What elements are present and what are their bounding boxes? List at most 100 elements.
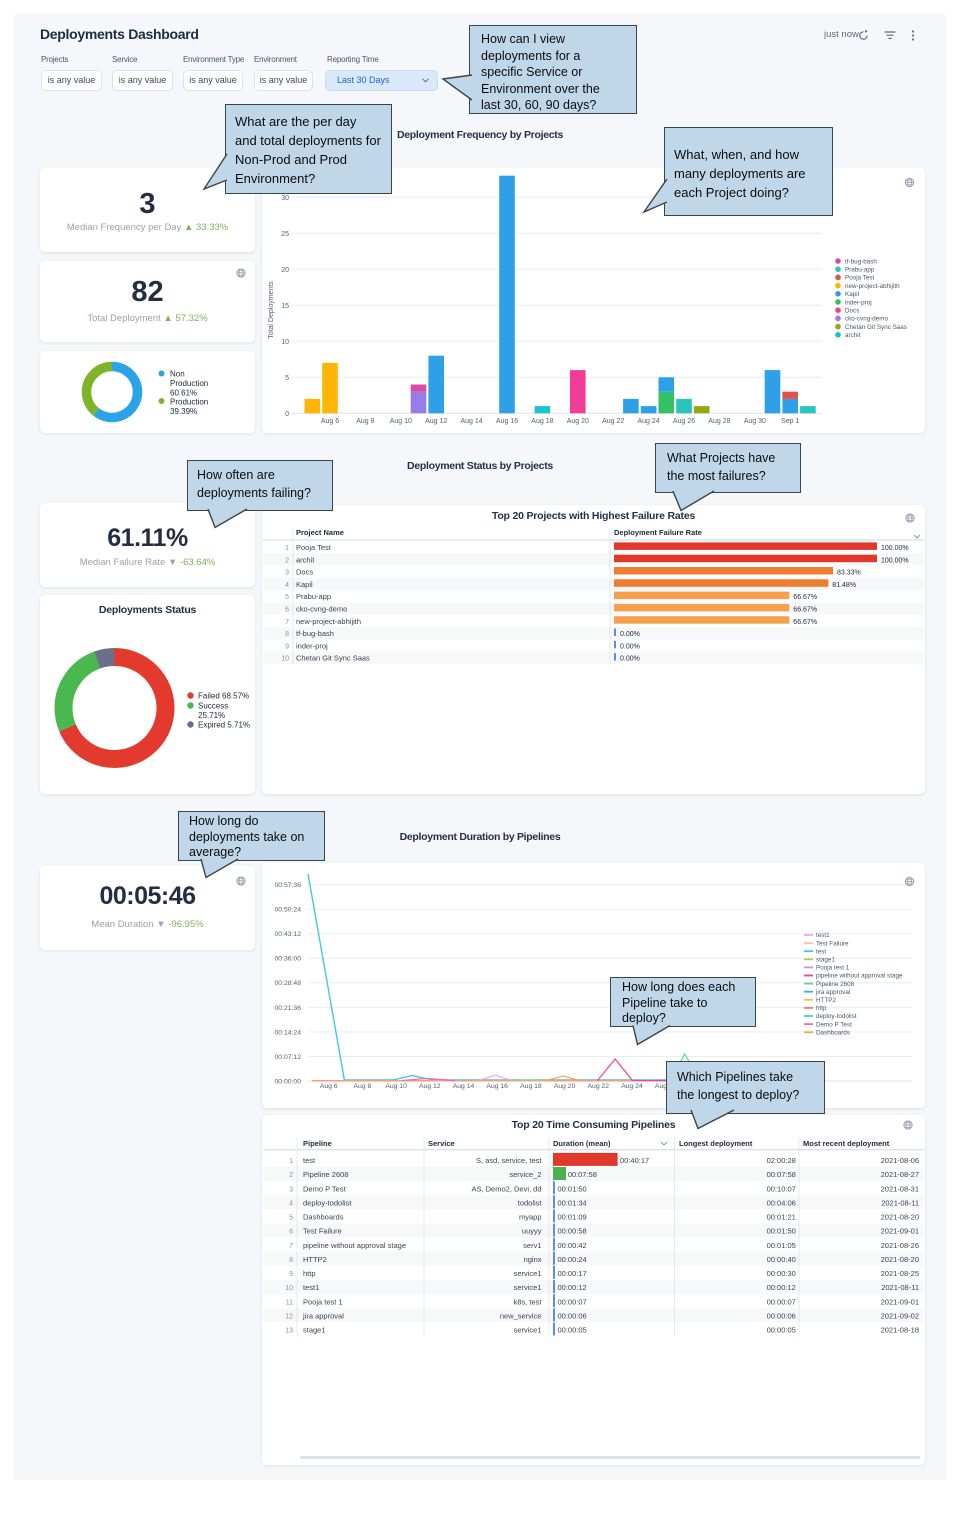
svg-text:00:50:24: 00:50:24 [275,907,302,914]
svg-text:00:40:17: 00:40:17 [620,1156,649,1165]
svg-text:k8s, test: k8s, test [514,1297,543,1306]
svg-text:Test Failure: Test Failure [303,1227,342,1236]
svg-text:Project Name: Project Name [296,528,344,537]
svg-text:00:14:24: 00:14:24 [275,1029,302,1036]
svg-text:0.00%: 0.00% [620,656,640,663]
svg-text:00:57:36: 00:57:36 [275,882,302,889]
svg-text:5: 5 [285,594,289,601]
svg-text:2021-09-01: 2021-09-01 [881,1227,919,1236]
svg-text:uuyyy: uuyyy [522,1227,542,1236]
svg-text:00:00:07: 00:00:07 [767,1297,796,1306]
svg-text:Longest deployment: Longest deployment [679,1139,753,1148]
svg-text:Aug 10: Aug 10 [390,418,412,425]
svg-text:Production: Production [170,379,208,388]
svg-text:1: 1 [289,1158,293,1165]
svg-text:0.00%: 0.00% [620,643,640,650]
svg-text:2021-08-18: 2021-08-18 [881,1326,919,1335]
svg-text:Non: Non [170,370,185,379]
svg-text:Aug 16: Aug 16 [486,1083,508,1090]
svg-text:00:28:48: 00:28:48 [275,980,302,987]
svg-text:Aug 6: Aug 6 [320,1083,338,1090]
svg-text:4: 4 [289,1200,293,1207]
svg-text:00:01:50: 00:01:50 [558,1184,587,1193]
svg-text:myapp: myapp [519,1213,542,1222]
svg-text:25.71%: 25.71% [198,711,225,720]
svg-text:S, asd, service, test: S, asd, service, test [476,1156,542,1165]
svg-text:service1: service1 [514,1326,542,1335]
svg-text:service1: service1 [514,1269,542,1278]
svg-text:00:00:05: 00:00:05 [558,1326,587,1335]
svg-text:stage1: stage1 [303,1326,326,1335]
svg-text:Pooja Test: Pooja Test [845,275,875,282]
svg-text:2021-08-20: 2021-08-20 [881,1213,919,1222]
svg-text:83.33%: 83.33% [837,570,861,577]
svg-text:2021-08-31: 2021-08-31 [881,1184,919,1193]
svg-text:Service: Service [428,1139,455,1148]
svg-text:Docs: Docs [296,568,313,577]
svg-text:6: 6 [289,1229,293,1236]
svg-text:deploy-todolist: deploy-todolist [816,1013,857,1020]
svg-text:9: 9 [289,1271,293,1278]
svg-text:Aug 16: Aug 16 [496,418,518,425]
svg-text:Aug 26: Aug 26 [655,1083,677,1090]
svg-text:2021-08-11: 2021-08-11 [881,1283,919,1292]
svg-text:2021-08-27: 2021-08-27 [881,1170,919,1179]
svg-text:pipeline without approval stag: pipeline without approval stage [816,973,903,980]
svg-text:Test Failure: Test Failure [816,940,849,947]
svg-text:Aug 30: Aug 30 [744,418,766,425]
svg-text:2021-08-20: 2021-08-20 [881,1255,919,1264]
svg-text:Pipeline: Pipeline [303,1139,332,1148]
svg-text:100.00%: 100.00% [881,545,909,552]
svg-text:00:01:09: 00:01:09 [558,1213,587,1222]
svg-text:Aug 8: Aug 8 [354,1083,372,1090]
svg-text:HTTP2: HTTP2 [303,1255,327,1264]
svg-text:Pooja test 1: Pooja test 1 [816,965,850,972]
svg-text:Aug 28: Aug 28 [708,418,730,425]
svg-text:2021-08-11: 2021-08-11 [881,1198,919,1207]
svg-text:00:00:06: 00:00:06 [767,1311,796,1320]
svg-text:Aug 24: Aug 24 [621,1083,643,1090]
svg-text:Aug 12: Aug 12 [419,1083,441,1090]
svg-text:new_service: new_service [500,1311,542,1320]
svg-text:deploy-todolist: deploy-todolist [303,1198,352,1207]
svg-text:Docs: Docs [845,308,859,315]
svg-text:pipeline without approval stag: pipeline without approval stage [303,1241,406,1250]
svg-text:66.67%: 66.67% [793,594,817,601]
svg-text:Dashboards: Dashboards [303,1213,344,1222]
svg-text:00:00:12: 00:00:12 [558,1283,587,1292]
svg-text:10: 10 [285,1285,293,1292]
svg-text:tf-bug-bash: tf-bug-bash [845,258,877,265]
svg-text:6: 6 [285,607,289,614]
svg-text:Aug 22: Aug 22 [588,1083,610,1090]
svg-text:00:00:05: 00:00:05 [767,1326,796,1335]
svg-text:5: 5 [285,375,289,382]
svg-text:AS, Demo2, Devi, dd: AS, Demo2, Devi, dd [471,1184,541,1193]
svg-text:00:00:40: 00:00:40 [767,1255,796,1264]
svg-text:cko-cvng-demo: cko-cvng-demo [845,316,889,323]
svg-text:4: 4 [285,582,289,589]
svg-text:3: 3 [289,1186,293,1193]
svg-text:00:00:30: 00:00:30 [767,1269,796,1278]
svg-text:00:00:42: 00:00:42 [558,1241,587,1250]
svg-text:Success: Success [198,702,228,711]
svg-text:Demo P Test: Demo P Test [303,1184,347,1193]
svg-text:Aug 6: Aug 6 [321,418,339,425]
svg-text:jira approval: jira approval [302,1311,344,1320]
svg-text:HTTP2: HTTP2 [816,997,836,1004]
svg-text:13: 13 [285,1328,293,1335]
svg-text:Aug 14: Aug 14 [453,1083,475,1090]
svg-text:00:01:34: 00:01:34 [558,1198,587,1207]
svg-text:12: 12 [285,1313,293,1320]
svg-text:test: test [303,1156,316,1165]
svg-text:00:00:07: 00:00:07 [558,1297,587,1306]
svg-text:100.00%: 100.00% [881,557,909,564]
svg-text:00:00:12: 00:00:12 [767,1283,796,1292]
svg-text:00:00:58: 00:00:58 [558,1227,587,1236]
svg-text:00:01:21: 00:01:21 [767,1213,796,1222]
svg-text:2021-08-06: 2021-08-06 [881,1156,919,1165]
svg-text:00:07:12: 00:07:12 [275,1054,302,1061]
svg-text:Prabu-app: Prabu-app [845,267,875,274]
svg-text:Deployment Failure Rate: Deployment Failure Rate [614,528,702,537]
svg-text:jira approval: jira approval [815,989,850,996]
svg-text:2021-09-02: 2021-09-02 [881,1311,919,1320]
